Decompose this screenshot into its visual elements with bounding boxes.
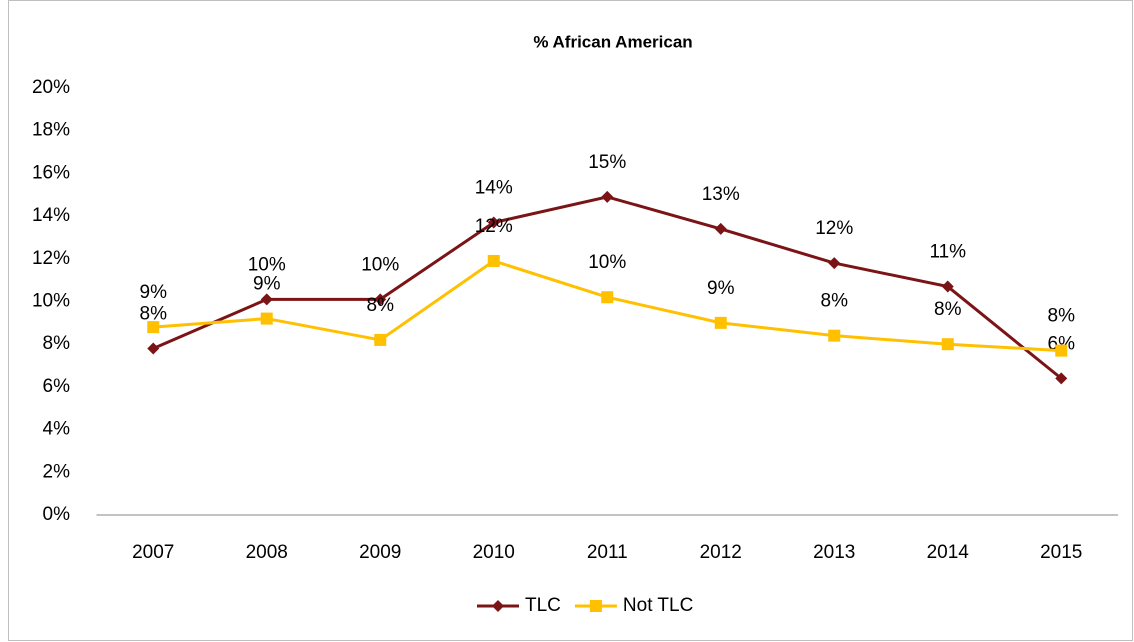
y-tick-label: 10% — [32, 291, 70, 312]
x-tick-label: 2015 — [1040, 542, 1082, 563]
data-label: 12% — [815, 218, 853, 239]
x-tick-label: 2013 — [813, 542, 855, 563]
marker — [1055, 372, 1068, 385]
marker — [941, 280, 954, 293]
legend-label: TLC — [525, 595, 561, 616]
y-tick-label: 8% — [43, 333, 71, 354]
marker — [941, 338, 954, 351]
marker — [601, 291, 614, 304]
y-tick-label: 18% — [32, 120, 70, 141]
data-label: 15% — [588, 152, 626, 173]
x-tick-label: 2011 — [587, 542, 628, 563]
data-label: 10% — [361, 254, 399, 275]
x-tick-label: 2010 — [473, 542, 515, 563]
y-tick-label: 6% — [43, 376, 71, 397]
data-label: 10% — [588, 252, 626, 273]
marker — [374, 333, 387, 346]
y-tick-label: 4% — [43, 419, 71, 440]
marker — [147, 342, 160, 355]
data-label: 8% — [140, 303, 168, 324]
data-label: 13% — [702, 184, 740, 205]
data-label: 8% — [821, 291, 849, 312]
legend-label: Not TLC — [623, 595, 693, 616]
marker — [260, 293, 273, 306]
chart-title: % African American — [533, 32, 692, 51]
y-tick-label: 2% — [43, 461, 71, 482]
y-tick-label: 0% — [43, 504, 71, 525]
data-label: 9% — [253, 274, 281, 295]
data-label: 8% — [367, 295, 395, 316]
data-label: 9% — [707, 278, 735, 299]
marker — [487, 216, 500, 229]
marker — [260, 312, 273, 325]
marker — [1055, 344, 1068, 357]
x-tick-label: 2008 — [246, 542, 288, 563]
y-tick-label: 14% — [32, 205, 70, 226]
marker — [487, 254, 500, 267]
x-tick-label: 2012 — [700, 542, 742, 563]
marker — [492, 600, 504, 612]
y-tick-label: 12% — [32, 248, 70, 269]
x-tick-label: 2014 — [927, 542, 970, 563]
marker — [601, 190, 614, 203]
marker — [828, 329, 841, 342]
x-tick-label: 2007 — [132, 542, 174, 563]
data-label: 14% — [475, 178, 513, 199]
data-label: 11% — [929, 242, 966, 263]
y-tick-label: 20% — [32, 77, 70, 98]
data-label: 9% — [140, 282, 168, 303]
marker — [714, 222, 727, 235]
data-label: 8% — [1048, 306, 1076, 327]
marker — [147, 321, 160, 334]
marker — [374, 293, 387, 306]
marker — [828, 257, 841, 270]
y-tick-label: 16% — [32, 162, 70, 183]
data-label: 8% — [934, 299, 962, 320]
data-label: 12% — [475, 216, 513, 237]
x-tick-label: 2009 — [359, 542, 401, 563]
chart-border — [8, 0, 1133, 641]
data-label: 10% — [248, 254, 286, 275]
marker — [589, 600, 602, 612]
marker — [714, 316, 727, 329]
